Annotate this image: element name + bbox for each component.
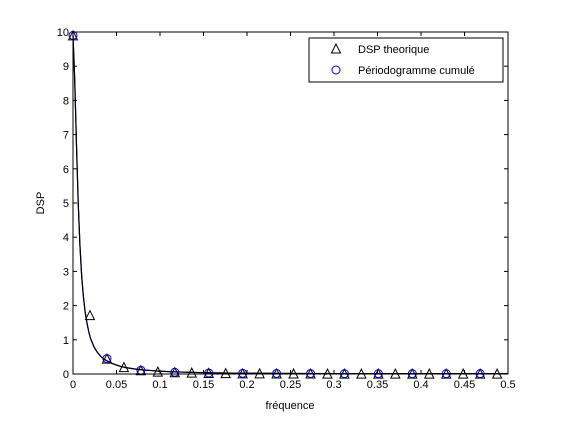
x-axis-label: fréquence xyxy=(266,400,315,412)
x-ticks: 0 0.05 0.1 0.15 0.2 0.25 0.3 0.35 0.4 0.45 0.5 xyxy=(70,32,516,391)
periodogramme-point xyxy=(204,368,214,378)
dsp-theorique-point xyxy=(220,367,231,379)
legend-label-periodogramme: Périodogramme cumulé xyxy=(358,65,475,77)
y-axis-label: DSP xyxy=(35,192,47,215)
x-tick-label: 0.05 xyxy=(106,379,127,391)
dsp-theorique-point xyxy=(84,309,96,321)
plot-area xyxy=(73,32,508,374)
y-tick-label: 4 xyxy=(63,232,69,244)
periodogramme-point xyxy=(272,368,282,378)
x-tick-label: 0.4 xyxy=(413,379,428,391)
y-tick-label: 5 xyxy=(63,198,69,210)
legend-box xyxy=(308,37,504,83)
legend-circle-marker xyxy=(331,65,341,75)
periodogramme-point xyxy=(170,367,180,377)
legend: DSP theorique Périodogramme cumulé xyxy=(308,37,504,83)
x-tick-label: 0.1 xyxy=(152,379,167,391)
y-tick-label: 0 xyxy=(63,369,69,381)
x-tick-label: 0.2 xyxy=(239,379,254,391)
y-tick-label: 6 xyxy=(63,164,69,176)
dsp-theorique-point xyxy=(118,361,130,373)
y-tick-label: 10 xyxy=(57,27,69,39)
y-tick-label: 1 xyxy=(63,335,69,347)
periodogramme-point xyxy=(102,354,112,364)
y-tick-label: 3 xyxy=(63,266,69,278)
x-tick-label: 0.15 xyxy=(193,379,214,391)
y-tick-label: 2 xyxy=(63,301,69,313)
x-tick-label: 0.25 xyxy=(280,379,301,391)
x-tick-label: 0.3 xyxy=(326,379,341,391)
x-tick-label: 0.35 xyxy=(367,379,388,391)
y-tick-label: 9 xyxy=(63,61,69,73)
x-tick-label: 0 xyxy=(70,379,76,391)
legend-triangle-marker xyxy=(330,42,342,54)
dsp-theorique-point xyxy=(186,367,198,378)
y-tick-label: 7 xyxy=(63,130,69,142)
y-ticks: 0 1 2 3 4 5 6 7 8 9 10 xyxy=(57,27,508,381)
legend-label-dsp-theorique: DSP theorique xyxy=(358,44,429,56)
y-tick-label: 8 xyxy=(63,95,69,107)
x-tick-label: 0.5 xyxy=(500,379,515,391)
x-tick-label: 0.45 xyxy=(454,379,475,391)
dsp-theorique-point xyxy=(254,367,265,379)
